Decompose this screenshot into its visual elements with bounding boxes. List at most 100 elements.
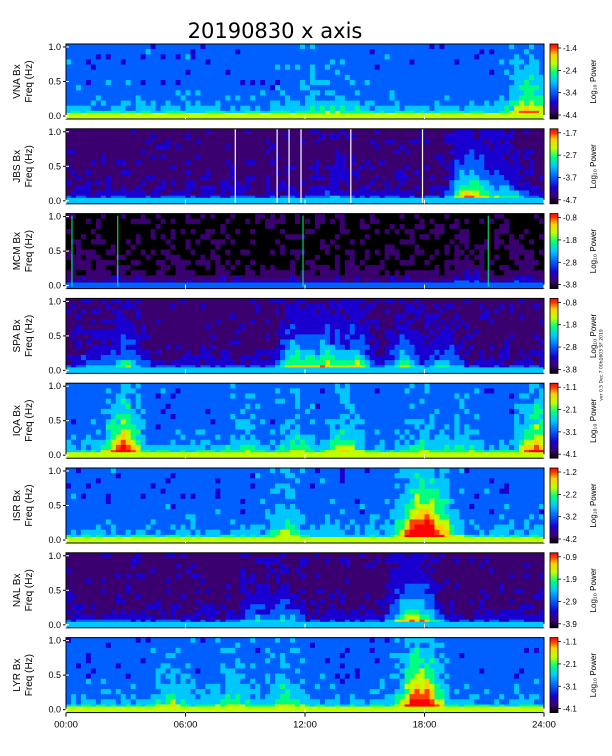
spectrogram-cell bbox=[409, 105, 415, 112]
spectrogram-cell bbox=[245, 128, 251, 135]
spectrogram-cell bbox=[459, 223, 465, 230]
spectrogram-cell bbox=[519, 270, 525, 276]
spectrogram-cell bbox=[344, 244, 351, 250]
spectrogram-cell bbox=[260, 100, 266, 107]
spectrogram-cell bbox=[339, 59, 346, 65]
spectrogram-cell bbox=[100, 54, 107, 60]
spectrogram-cell bbox=[404, 64, 410, 71]
spectrogram-cell bbox=[110, 175, 117, 181]
spectrogram-cell bbox=[509, 169, 515, 176]
spectrogram-cell bbox=[215, 223, 221, 230]
spectrogram-cell bbox=[424, 128, 430, 135]
spectrogram-cell bbox=[429, 239, 435, 245]
spectrogram-cell bbox=[295, 344, 301, 351]
spectrogram-cell bbox=[75, 244, 82, 250]
spectrogram-cell bbox=[285, 259, 291, 266]
spectrogram-cell bbox=[175, 105, 181, 112]
spectrogram-cell bbox=[414, 105, 420, 112]
spectrogram-cell bbox=[195, 100, 201, 107]
spectrogram-cell bbox=[524, 234, 530, 240]
spectrogram-cell bbox=[170, 339, 176, 345]
spectrogram-cell bbox=[319, 44, 326, 50]
spectrogram-cell bbox=[115, 218, 122, 225]
spectrogram-cell bbox=[514, 49, 520, 55]
spectrogram-cell bbox=[529, 154, 535, 160]
spectrogram-cell bbox=[424, 159, 430, 166]
spectrogram-cell bbox=[200, 354, 206, 361]
spectrogram-cell bbox=[260, 324, 266, 330]
spectrogram-cell bbox=[519, 133, 525, 140]
spectrogram-cell bbox=[195, 259, 201, 266]
spectrogram-cell bbox=[110, 249, 117, 256]
spectrogram-cell bbox=[494, 144, 500, 150]
spectrogram-cell bbox=[210, 334, 216, 340]
spectrogram-cell bbox=[155, 254, 161, 261]
spectrogram-cell bbox=[369, 154, 376, 160]
spectrogram-cell bbox=[130, 154, 137, 160]
spectrogram-cell bbox=[290, 360, 296, 366]
spectrogram-cell bbox=[235, 80, 241, 86]
spectrogram-cell bbox=[110, 74, 117, 81]
spectrogram-cell bbox=[424, 144, 430, 150]
y-tick-label: 1.0 bbox=[48, 212, 61, 222]
spectrogram-cell bbox=[145, 265, 151, 271]
spectrogram-cell bbox=[494, 154, 500, 160]
spectrogram-cell bbox=[439, 254, 445, 261]
spectrogram-cell bbox=[374, 85, 380, 91]
spectrogram-cell bbox=[165, 360, 171, 366]
spectrogram-cell bbox=[329, 313, 336, 320]
spectrogram-cell bbox=[80, 100, 87, 107]
spectrogram-cell bbox=[180, 360, 186, 366]
spectrogram-cell bbox=[85, 354, 92, 361]
spectrogram-cell bbox=[80, 275, 87, 281]
spectrogram-cell bbox=[95, 139, 102, 145]
spectrogram-cell bbox=[190, 74, 196, 81]
spectrogram-cell bbox=[384, 100, 390, 107]
spectrogram-cell bbox=[205, 100, 211, 107]
spectrogram-cell bbox=[349, 74, 356, 81]
spectrogram-cell bbox=[364, 313, 371, 320]
spectrogram-cell bbox=[175, 54, 181, 60]
spectrogram-cell bbox=[479, 213, 485, 220]
spectrogram-cell bbox=[110, 164, 117, 171]
spectrogram-cell bbox=[444, 223, 450, 230]
spectrogram-cell bbox=[464, 144, 470, 150]
spectrogram-cell bbox=[414, 190, 420, 196]
spectrogram-cell bbox=[275, 254, 281, 261]
spectrogram-cell bbox=[469, 265, 475, 271]
spectrogram-cell bbox=[285, 44, 291, 50]
spectrogram-cell bbox=[459, 74, 465, 81]
spectrogram-cell bbox=[170, 154, 176, 160]
spectrogram-cell bbox=[359, 159, 366, 166]
spectrogram-cell bbox=[150, 213, 156, 220]
spectrogram-cell bbox=[205, 180, 211, 186]
spectrogram-cell bbox=[170, 139, 176, 145]
spectrogram-cell bbox=[250, 324, 256, 330]
spectrogram-cell bbox=[369, 105, 376, 112]
spectrogram-cell bbox=[235, 275, 241, 281]
spectrogram-cell bbox=[240, 100, 246, 107]
spectrogram-cell bbox=[444, 185, 450, 191]
spectrogram-cell bbox=[230, 360, 236, 366]
spectrogram-cell bbox=[160, 44, 166, 50]
spectrogram-cell bbox=[314, 159, 321, 166]
spectrogram-cell bbox=[324, 324, 331, 330]
spectrogram-cell bbox=[245, 344, 251, 351]
spectrogram-cell bbox=[220, 360, 226, 366]
spectrogram-cell bbox=[80, 80, 87, 86]
spectrogram-cell bbox=[275, 164, 281, 171]
spectrogram-cell bbox=[70, 213, 77, 220]
spectrogram-cell bbox=[290, 270, 296, 276]
spectrogram-cell bbox=[80, 128, 87, 135]
spectrogram-cell bbox=[454, 59, 460, 65]
spectrogram-cell bbox=[454, 239, 460, 245]
spectrogram-cell bbox=[389, 175, 395, 181]
spectrogram-cell bbox=[205, 144, 211, 150]
spectrogram-cell bbox=[220, 298, 226, 304]
spectrogram-cell bbox=[175, 169, 181, 176]
spectrogram-cell bbox=[175, 303, 181, 309]
spectrogram-cell bbox=[85, 54, 92, 60]
spectrogram-cell bbox=[314, 275, 321, 281]
spectrogram-cell bbox=[429, 69, 435, 76]
spectrogram-cell bbox=[314, 334, 321, 340]
